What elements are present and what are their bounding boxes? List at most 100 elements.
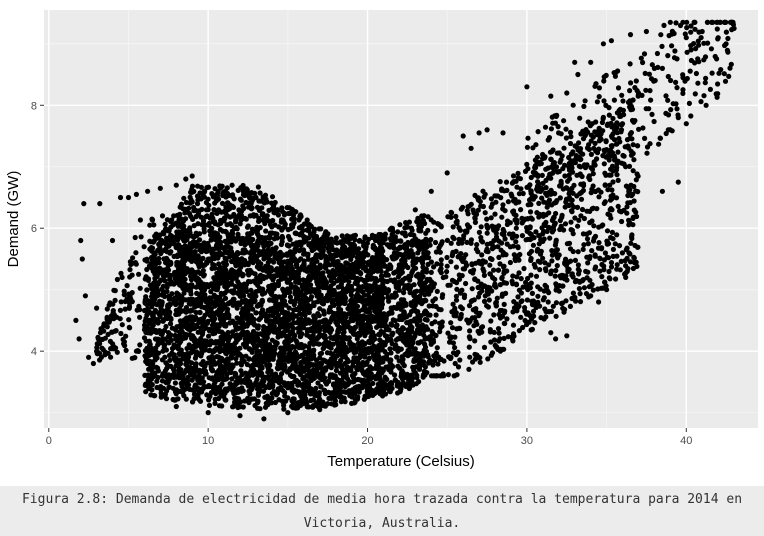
data-point	[230, 290, 236, 296]
data-point	[149, 360, 155, 366]
data-point	[345, 323, 351, 330]
data-point	[246, 399, 252, 406]
data-point	[147, 264, 153, 270]
data-point	[242, 257, 248, 264]
data-point	[325, 269, 331, 275]
data-point	[260, 332, 266, 338]
data-point	[141, 307, 148, 314]
data-point	[180, 296, 186, 302]
data-point	[169, 237, 176, 243]
data-point	[212, 400, 218, 406]
data-point	[418, 228, 424, 234]
data-point	[381, 316, 387, 322]
data-point	[188, 307, 194, 313]
data-point	[297, 322, 303, 328]
data-point	[376, 331, 382, 338]
data-point	[376, 373, 382, 379]
data-point	[245, 223, 251, 229]
data-point	[233, 224, 239, 231]
data-point	[185, 374, 191, 380]
data-point	[105, 350, 111, 356]
data-point	[380, 240, 386, 246]
data-point	[329, 288, 335, 294]
data-point	[220, 357, 226, 364]
data-point	[330, 267, 336, 274]
data-point	[146, 308, 152, 314]
data-point	[385, 287, 391, 293]
data-point	[421, 213, 427, 219]
data-point	[255, 184, 261, 190]
data-point	[251, 329, 257, 336]
data-point	[408, 225, 414, 231]
data-point	[342, 300, 348, 306]
data-point	[230, 302, 236, 308]
data-point	[333, 361, 339, 367]
data-point	[299, 223, 305, 229]
data-point	[358, 287, 364, 293]
data-point	[370, 380, 376, 386]
data-point	[285, 395, 291, 401]
data-point	[183, 270, 189, 276]
data-point	[419, 290, 425, 296]
data-point	[196, 387, 202, 393]
data-point	[298, 360, 304, 366]
data-point	[286, 367, 293, 373]
data-point	[189, 233, 195, 239]
data-point	[251, 317, 257, 323]
data-point	[203, 199, 209, 206]
data-point	[322, 328, 328, 334]
data-point	[184, 379, 190, 386]
data-point	[167, 250, 173, 256]
data-point	[270, 346, 276, 352]
data-point	[148, 374, 154, 380]
data-point	[261, 275, 267, 282]
data-point	[214, 209, 221, 215]
data-point	[187, 314, 193, 320]
data-point	[339, 339, 345, 345]
data-point	[164, 217, 170, 223]
data-point	[421, 359, 427, 365]
data-point	[304, 372, 310, 379]
data-point	[143, 381, 149, 387]
data-point	[412, 307, 418, 313]
data-point	[127, 325, 133, 331]
data-point	[269, 249, 275, 255]
data-point	[242, 323, 248, 330]
data-point	[189, 377, 195, 383]
data-point	[380, 234, 386, 240]
data-point	[195, 329, 201, 335]
data-point	[174, 275, 181, 281]
data-point	[257, 384, 263, 390]
data-point	[214, 322, 220, 328]
data-point	[233, 263, 239, 269]
data-point	[363, 277, 369, 283]
data-point	[423, 236, 429, 242]
data-point	[392, 345, 398, 351]
data-point	[211, 347, 217, 353]
data-point	[222, 295, 229, 301]
data-point	[195, 183, 201, 189]
data-point	[144, 302, 150, 308]
data-point	[306, 388, 312, 394]
data-point	[265, 287, 272, 293]
data-point	[133, 250, 139, 256]
data-point	[113, 345, 119, 351]
data-point	[300, 311, 306, 317]
data-point	[408, 302, 415, 308]
data-point	[181, 223, 187, 229]
data-point	[186, 211, 193, 217]
data-point	[152, 295, 158, 301]
data-point	[211, 292, 217, 298]
data-point	[228, 245, 234, 251]
data-point	[241, 281, 247, 287]
data-point	[279, 398, 286, 404]
data-point	[260, 289, 266, 295]
data-point	[209, 211, 215, 217]
data-point	[248, 257, 254, 263]
data-point	[317, 306, 323, 312]
data-point	[406, 249, 412, 255]
data-point	[272, 210, 278, 216]
data-point	[126, 317, 132, 323]
data-point	[362, 349, 368, 356]
data-point	[287, 294, 293, 300]
